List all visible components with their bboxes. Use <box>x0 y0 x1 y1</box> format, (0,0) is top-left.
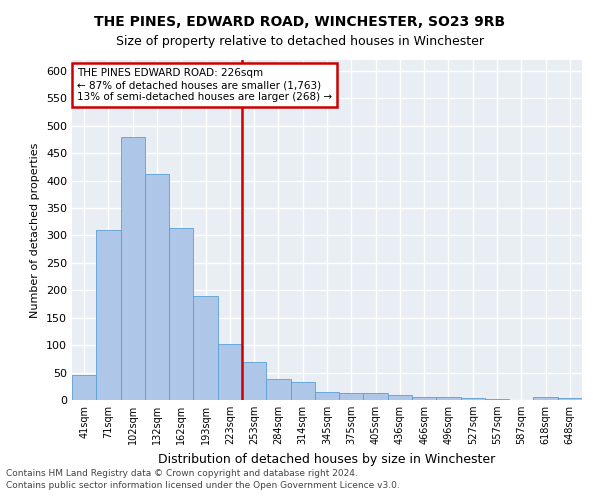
Bar <box>339 393 364 400</box>
Bar <box>218 344 242 400</box>
X-axis label: Distribution of detached houses by size in Winchester: Distribution of detached houses by size … <box>158 452 496 466</box>
Bar <box>145 174 169 400</box>
Bar <box>412 396 436 400</box>
Bar <box>72 375 96 400</box>
Bar <box>558 398 582 400</box>
Text: Size of property relative to detached houses in Winchester: Size of property relative to detached ho… <box>116 35 484 48</box>
Bar <box>169 228 193 400</box>
Bar <box>533 398 558 400</box>
Bar <box>193 296 218 400</box>
Bar <box>266 379 290 400</box>
Bar <box>96 230 121 400</box>
Bar <box>290 382 315 400</box>
Bar <box>242 362 266 400</box>
Bar <box>315 392 339 400</box>
Text: Contains public sector information licensed under the Open Government Licence v3: Contains public sector information licen… <box>6 481 400 490</box>
Y-axis label: Number of detached properties: Number of detached properties <box>31 142 40 318</box>
Bar <box>461 398 485 400</box>
Text: THE PINES EDWARD ROAD: 226sqm
← 87% of detached houses are smaller (1,763)
13% o: THE PINES EDWARD ROAD: 226sqm ← 87% of d… <box>77 68 332 102</box>
Bar <box>121 137 145 400</box>
Bar <box>364 393 388 400</box>
Text: THE PINES, EDWARD ROAD, WINCHESTER, SO23 9RB: THE PINES, EDWARD ROAD, WINCHESTER, SO23… <box>94 15 506 29</box>
Text: Contains HM Land Registry data © Crown copyright and database right 2024.: Contains HM Land Registry data © Crown c… <box>6 468 358 477</box>
Bar <box>388 394 412 400</box>
Bar <box>436 398 461 400</box>
